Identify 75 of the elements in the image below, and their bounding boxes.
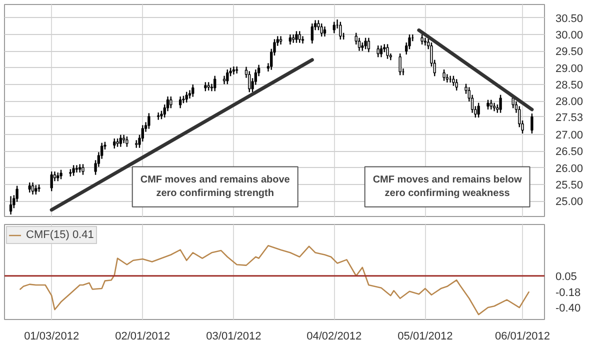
candlestick	[170, 96, 172, 109]
candlestick	[477, 102, 480, 118]
candlestick	[295, 30, 298, 44]
line-series	[20, 244, 530, 316]
candlestick	[452, 75, 455, 86]
candlestick	[442, 68, 446, 82]
y-tick-label: -0.40	[556, 302, 581, 315]
annotation: CMF moves and remains above zero confirming strength	[140, 174, 290, 199]
candlestick	[490, 99, 492, 110]
candlestick	[235, 66, 238, 74]
candlestick	[486, 99, 490, 110]
candlestick	[386, 44, 389, 60]
y-tick-label: 28.00	[556, 96, 584, 108]
y-tick-label: 30.00	[556, 30, 584, 42]
candlestick	[78, 164, 82, 174]
candlestick	[380, 44, 383, 58]
candlestick	[339, 21, 342, 40]
candlestick	[82, 164, 84, 176]
x-tick-label: 03/01/2012	[206, 330, 262, 342]
candlestick	[113, 138, 116, 150]
candlestick	[376, 44, 380, 58]
candlestick	[499, 94, 502, 114]
candlestick	[75, 164, 78, 174]
x-tick-label: 02/01/2012	[115, 330, 170, 342]
candlestick	[455, 78, 458, 92]
candlestick	[279, 36, 282, 46]
candlestick	[248, 70, 251, 93]
y-tick-label: 27.53	[556, 112, 584, 124]
y-tick-label: 29.50	[556, 46, 584, 58]
candlestick	[310, 22, 314, 44]
candlestick	[298, 30, 301, 44]
y-tick-label: 30.50	[556, 12, 584, 25]
candlestick	[72, 164, 75, 176]
y-tick-label: -0.18	[556, 287, 581, 300]
y-tick-label: 28.50	[556, 80, 584, 92]
candlestick	[292, 34, 295, 44]
x-tick-label: 04/02/2012	[306, 330, 362, 342]
candlestick	[530, 112, 534, 134]
y-tick-label: 27.00	[556, 130, 584, 142]
x-tick-label: 05/01/2012	[398, 330, 453, 342]
y-tick-label: 26.00	[556, 162, 584, 175]
candlestick	[320, 22, 323, 38]
candlestick	[185, 91, 188, 104]
candlestick	[288, 34, 292, 46]
y-tick-label: 25.50	[556, 180, 584, 192]
candlestick	[226, 68, 229, 85]
candlestick	[31, 182, 34, 196]
candlestick	[192, 84, 194, 98]
candlestick	[119, 134, 122, 148]
y-tick-label: 0.05	[556, 270, 577, 283]
candlestick	[323, 26, 326, 38]
y-tick-label: 25.00	[556, 196, 584, 208]
candlestick	[358, 37, 361, 52]
candlestick	[9, 196, 12, 216]
candlestick	[364, 37, 367, 50]
candlestick	[178, 96, 182, 109]
candlestick	[156, 112, 160, 120]
legend-label: CMF(15) 0.41	[26, 229, 94, 241]
candlestick	[398, 52, 402, 76]
candlestick	[126, 136, 128, 148]
candlestick	[28, 182, 31, 194]
candlestick	[148, 112, 150, 130]
candlestick	[446, 74, 449, 84]
candlestick	[367, 37, 370, 53]
x-tick-label: 01/03/2012	[24, 330, 80, 342]
y-tick-label: 26.50	[556, 146, 584, 158]
candlestick	[50, 170, 53, 192]
candlestick	[214, 75, 216, 92]
y-tick-label: 29.00	[556, 62, 584, 75]
annotation: CMF moves and remains below zero confirming weakness	[372, 174, 522, 199]
candlestick	[60, 169, 62, 180]
candlestick	[34, 184, 38, 196]
candlestick	[232, 66, 236, 76]
x-tick-label: 06/01/2012	[494, 330, 550, 342]
candlestick	[420, 34, 424, 46]
